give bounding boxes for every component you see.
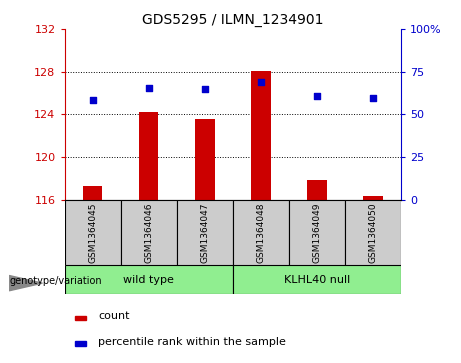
- Bar: [363, 196, 383, 200]
- Bar: [75, 341, 86, 346]
- Text: percentile rank within the sample: percentile rank within the sample: [98, 337, 286, 347]
- Text: wild type: wild type: [123, 274, 174, 285]
- Bar: [75, 316, 86, 320]
- Bar: [65, 200, 121, 265]
- Point: [89, 98, 96, 103]
- Bar: [233, 265, 401, 294]
- Text: GSM1364046: GSM1364046: [144, 202, 153, 262]
- Bar: [195, 119, 214, 200]
- Point: [201, 86, 208, 91]
- Point: [313, 93, 321, 99]
- Polygon shape: [9, 276, 42, 291]
- Bar: [233, 200, 289, 265]
- Bar: [121, 200, 177, 265]
- Text: GSM1364045: GSM1364045: [88, 202, 97, 262]
- Bar: [177, 200, 233, 265]
- Bar: [251, 71, 271, 200]
- Text: genotype/variation: genotype/variation: [9, 276, 102, 286]
- Text: GSM1364049: GSM1364049: [313, 202, 321, 262]
- Text: GSM1364048: GSM1364048: [256, 202, 266, 262]
- Bar: [345, 200, 401, 265]
- Text: GSM1364047: GSM1364047: [200, 202, 209, 262]
- Bar: [307, 180, 327, 200]
- Text: KLHL40 null: KLHL40 null: [284, 274, 350, 285]
- Text: count: count: [98, 311, 130, 321]
- Point: [369, 95, 377, 101]
- Point: [257, 79, 265, 85]
- Bar: [139, 112, 159, 200]
- Bar: [83, 186, 102, 200]
- Bar: [65, 265, 233, 294]
- Text: GSM1364050: GSM1364050: [368, 202, 378, 263]
- Point: [145, 85, 152, 91]
- Bar: [289, 200, 345, 265]
- Title: GDS5295 / ILMN_1234901: GDS5295 / ILMN_1234901: [142, 13, 324, 26]
